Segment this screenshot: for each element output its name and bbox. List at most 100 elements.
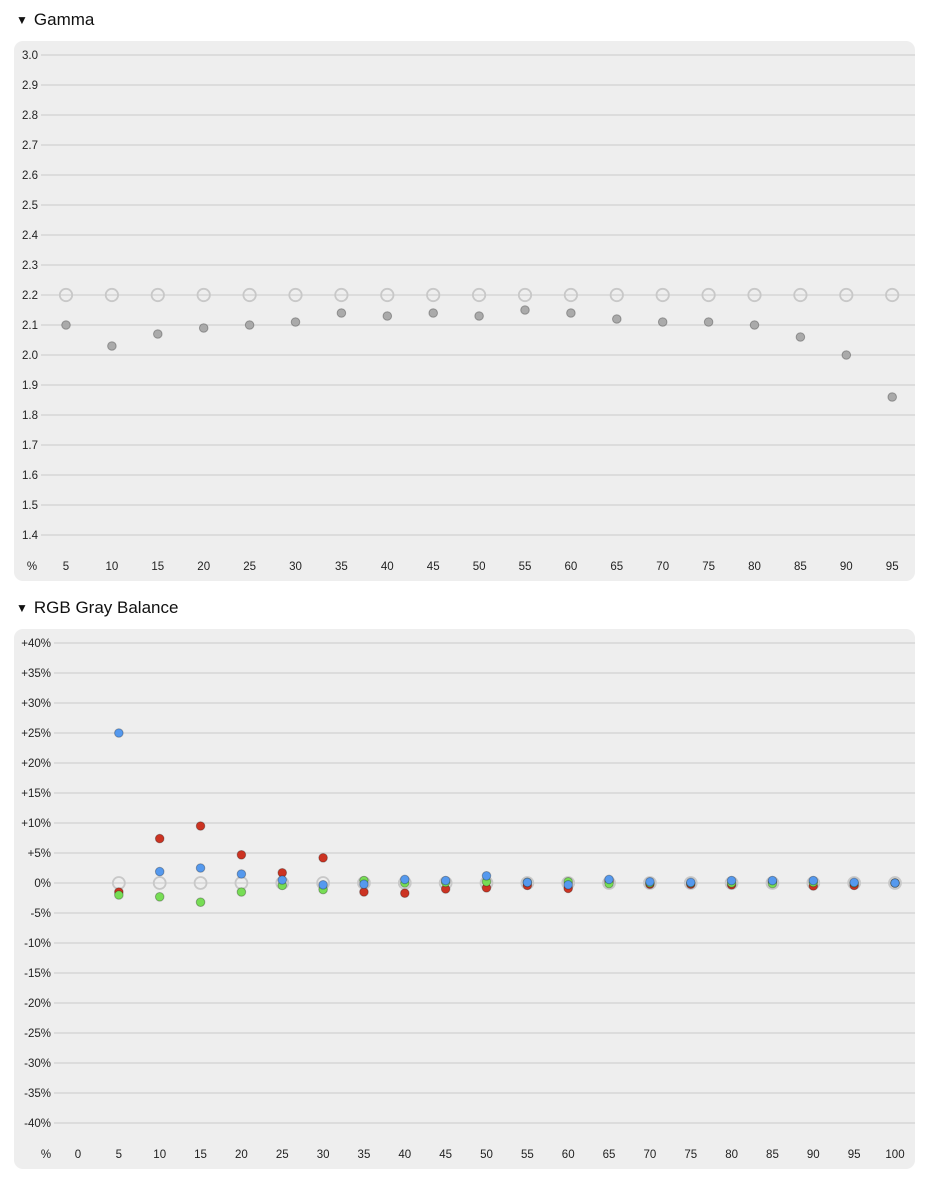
x-tick-label: 10 [106,561,119,573]
target-point [885,287,900,303]
x-tick-label: 45 [439,1149,452,1161]
measured-point [520,305,530,315]
target-point [683,876,698,890]
y-tick-label: 2.3 [22,260,38,272]
target-point [517,287,533,303]
x-tick-label: 85 [766,1149,779,1161]
x-tick-label: 75 [702,561,715,573]
blue-point [726,875,737,886]
y-tick-label: -15% [24,968,51,980]
y-tick-label: +10% [21,818,51,830]
triangle-down-icon[interactable]: ▼ [16,13,28,27]
y-tick-label: 2.6 [22,170,38,182]
blue-point [645,877,655,887]
measured-point [566,308,576,318]
y-tick-label: 1.9 [22,380,38,392]
x-tick-label: 70 [656,561,669,573]
measured-point [290,317,301,327]
measured-point [474,311,484,321]
y-tick-label: 2.7 [22,140,38,152]
blue-point [481,871,492,881]
x-tick-label: 35 [358,1149,371,1161]
target-point [839,287,854,303]
x-tick-label: 100 [885,1149,904,1161]
x-tick-label: 45 [427,561,440,573]
x-tick-label: 95 [886,561,899,573]
y-tick-label: 2.9 [22,80,38,92]
x-tick-label: 25 [276,1149,289,1161]
measured-point [795,332,806,342]
y-tick-label: 2.2 [22,290,38,302]
rgb-gray-balance-section-header[interactable]: ▼ RGB Gray Balance [16,596,178,620]
x-tick-label: 10 [153,1149,166,1161]
y-tick-label: -35% [24,1088,51,1100]
x-tick-label: 25 [243,561,256,573]
red-point [195,821,206,831]
measured-point [749,320,760,330]
blue-point [767,875,778,886]
x-tick-label: 65 [610,561,623,573]
measured-point [382,311,393,321]
x-tick-label: 95 [848,1149,861,1161]
target-point [288,287,303,303]
x-tick-label: 5 [63,561,69,573]
y-tick-label: +40% [21,638,51,650]
x-tick-label: 50 [480,1149,493,1161]
target-point [152,876,167,890]
x-tick-label: 30 [289,561,302,573]
x-tick-label: 90 [807,1149,820,1161]
measured-point [657,317,668,327]
y-tick-label: 1.4 [22,530,39,542]
target-point [58,287,74,303]
x-tick-label: 55 [521,1149,534,1161]
measured-point [153,329,163,339]
gamma-section-header[interactable]: ▼ Gamma [16,8,94,32]
x-tick-label: 50 [473,561,486,573]
blue-point [154,866,165,877]
y-tick-label: -40% [24,1118,51,1130]
green-point [236,887,247,897]
measured-point [841,350,852,360]
gamma-chart: 3.0 2.9 2.8 2.7 2.6 2.5 2.4 2.3 2.2 2.1 2.0 1.9 1.8 1… [22,50,915,573]
y-tick-label: +5% [28,848,51,860]
target-point [104,287,120,303]
y-tick-label: +15% [21,788,51,800]
target-point [747,287,762,303]
y-tick-label: +20% [21,758,51,770]
y-tick-label: 2.0 [22,350,38,362]
x-tick-label: 85 [794,561,807,573]
green-point [195,897,206,908]
rgb-gray-balance-chart: +40% +35% +30% +25% +20% +15% +10% +5% 0% -5% -10%… [21,638,915,1161]
target-point [643,876,657,890]
target-point [334,287,349,303]
measured-point [612,314,622,324]
y-tick-label: 2.4 [22,230,39,242]
measured-point [887,392,898,402]
measured-point [703,317,714,327]
blue-point [236,869,247,879]
y-tick-label: -25% [24,1028,51,1040]
triangle-down-icon[interactable]: ▼ [16,601,28,615]
target-point [196,287,211,303]
blue-point [604,874,614,885]
measured-point [336,308,347,318]
x-tick-label: 80 [725,1149,738,1161]
y-tick-label: 2.5 [22,200,38,212]
blue-point [563,880,574,890]
blue-point [195,863,206,873]
y-tick-label: 1.7 [22,440,38,452]
red-point [154,833,165,844]
target-point [150,287,165,303]
y-tick-label: 3.0 [22,50,38,62]
x-tick-label: 20 [235,1149,248,1161]
y-tick-label: +35% [21,668,51,680]
y-tick-label: -5% [31,908,51,920]
blue-point [440,875,451,886]
x-tick-label: 0 [75,1149,81,1161]
x-tick-label: 15 [151,561,164,573]
rgb-gray-balance-section-title: RGB Gray Balance [33,598,179,617]
x-tick-label: 75 [684,1149,697,1161]
y-tick-label: 1.8 [22,410,38,422]
blue-point [318,880,328,890]
y-tick-label: 1.5 [22,500,38,512]
